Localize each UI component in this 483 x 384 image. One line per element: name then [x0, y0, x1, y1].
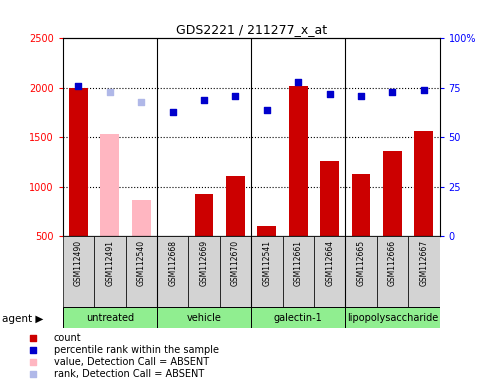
- Text: GSM112491: GSM112491: [105, 240, 114, 286]
- Text: percentile rank within the sample: percentile rank within the sample: [54, 345, 219, 355]
- FancyBboxPatch shape: [126, 236, 157, 309]
- FancyBboxPatch shape: [157, 307, 251, 328]
- FancyBboxPatch shape: [251, 236, 283, 309]
- Text: GSM112668: GSM112668: [168, 240, 177, 286]
- Point: [29, 347, 37, 353]
- Text: GSM112540: GSM112540: [137, 240, 146, 286]
- Bar: [69, 88, 88, 236]
- Point: [74, 83, 82, 89]
- FancyBboxPatch shape: [157, 236, 188, 309]
- Text: count: count: [54, 333, 81, 343]
- FancyBboxPatch shape: [63, 307, 157, 328]
- Point: [263, 106, 271, 113]
- Text: vehicle: vehicle: [186, 313, 222, 323]
- Bar: [414, 131, 433, 236]
- Text: GSM112667: GSM112667: [419, 240, 428, 286]
- Text: GSM112490: GSM112490: [74, 240, 83, 286]
- FancyBboxPatch shape: [220, 236, 251, 309]
- Point: [232, 93, 240, 99]
- Text: galectin-1: galectin-1: [274, 313, 323, 323]
- Point: [169, 109, 177, 115]
- Point: [29, 335, 37, 341]
- Text: GSM112665: GSM112665: [356, 240, 366, 286]
- Bar: [383, 151, 402, 236]
- Point: [29, 371, 37, 377]
- Text: untreated: untreated: [86, 313, 134, 323]
- FancyBboxPatch shape: [63, 236, 94, 309]
- Bar: [320, 161, 339, 236]
- FancyBboxPatch shape: [94, 236, 126, 309]
- Text: GSM112670: GSM112670: [231, 240, 240, 286]
- FancyBboxPatch shape: [251, 307, 345, 328]
- FancyBboxPatch shape: [377, 236, 408, 309]
- Text: lipopolysaccharide: lipopolysaccharide: [347, 313, 438, 323]
- Point: [295, 79, 302, 85]
- Point: [29, 359, 37, 365]
- FancyBboxPatch shape: [188, 236, 220, 309]
- Text: GSM112664: GSM112664: [325, 240, 334, 286]
- Text: GSM112669: GSM112669: [199, 240, 209, 286]
- FancyBboxPatch shape: [345, 307, 440, 328]
- Point: [357, 93, 365, 99]
- Bar: [100, 134, 119, 236]
- Title: GDS2221 / 211277_x_at: GDS2221 / 211277_x_at: [176, 23, 327, 36]
- Bar: [289, 86, 308, 236]
- Point: [138, 99, 145, 105]
- Point: [326, 91, 333, 97]
- FancyBboxPatch shape: [408, 236, 440, 309]
- Text: GSM112666: GSM112666: [388, 240, 397, 286]
- Point: [200, 97, 208, 103]
- Bar: [257, 226, 276, 236]
- Point: [389, 89, 397, 95]
- Text: rank, Detection Call = ABSENT: rank, Detection Call = ABSENT: [54, 369, 204, 379]
- Text: value, Detection Call = ABSENT: value, Detection Call = ABSENT: [54, 357, 209, 367]
- Bar: [226, 176, 245, 236]
- Point: [106, 89, 114, 95]
- Bar: [195, 194, 213, 236]
- FancyBboxPatch shape: [314, 236, 345, 309]
- Text: GSM112661: GSM112661: [294, 240, 303, 286]
- Point: [420, 87, 428, 93]
- Text: GSM112541: GSM112541: [262, 240, 271, 286]
- FancyBboxPatch shape: [283, 236, 314, 309]
- FancyBboxPatch shape: [345, 236, 377, 309]
- Bar: [352, 174, 370, 236]
- Text: agent ▶: agent ▶: [2, 314, 44, 324]
- Bar: [132, 200, 151, 236]
